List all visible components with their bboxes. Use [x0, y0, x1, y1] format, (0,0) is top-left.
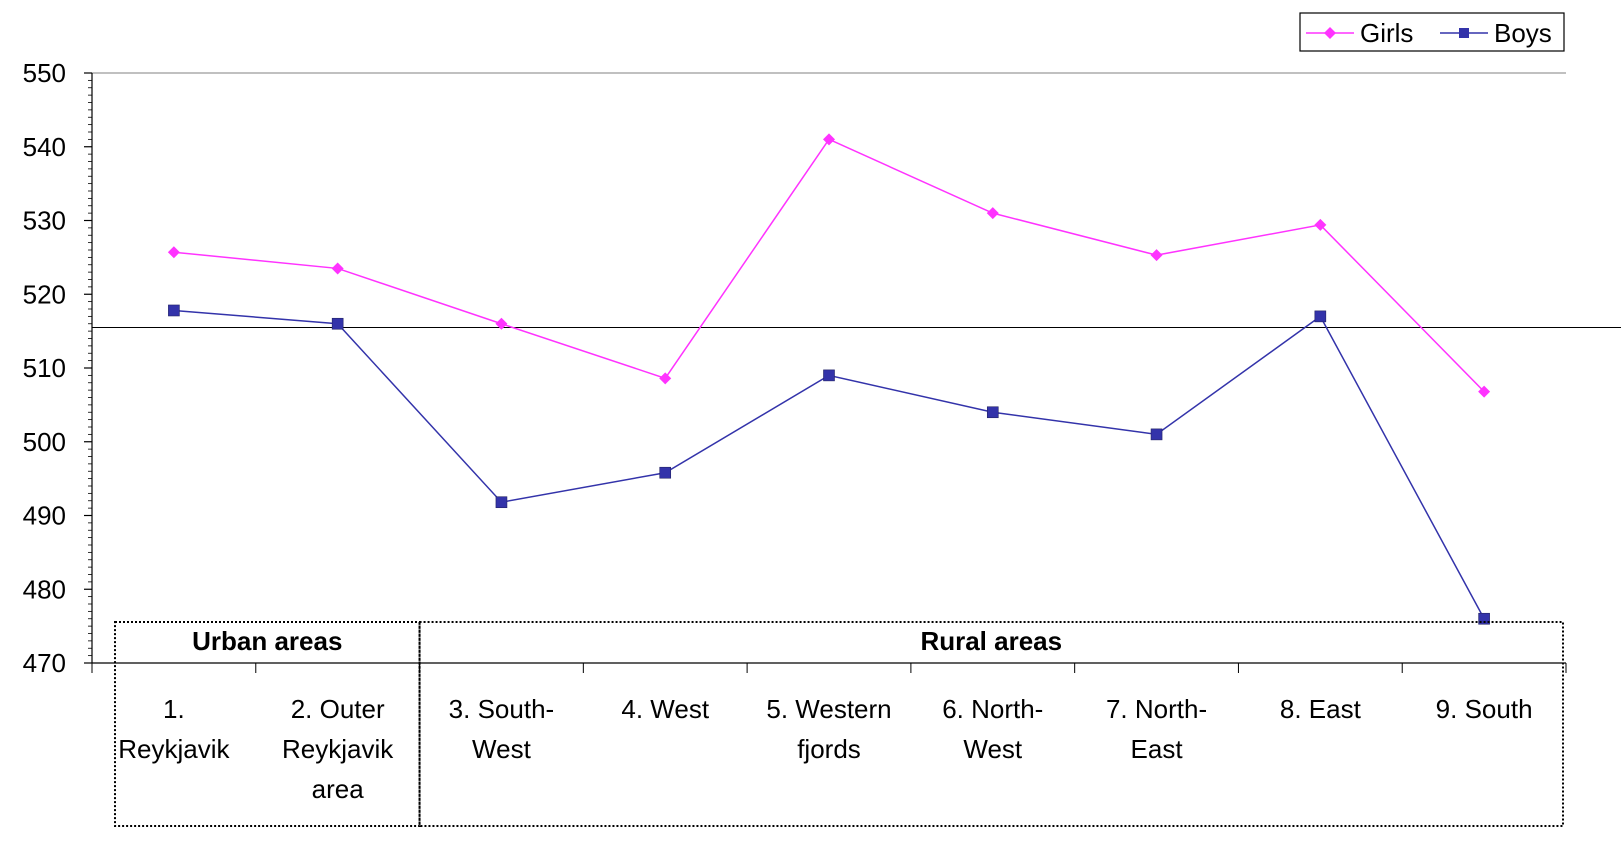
data-point-boys	[1150, 428, 1163, 441]
x-category-label: 5. Western fjords	[766, 694, 891, 764]
x-category-label: 2. Outer Reykjavik area	[282, 694, 394, 804]
data-point-boys	[1314, 310, 1327, 323]
area-group-box	[114, 621, 421, 827]
series-line-girls	[173, 138, 1485, 393]
area-group-boxes: Urban areas Rural areas	[114, 621, 1564, 827]
x-category-label: 4. West	[621, 694, 709, 724]
x-category-label: 6. North-West	[942, 694, 1043, 764]
data-point-girls	[823, 133, 835, 146]
y-tick-label: 540	[23, 132, 66, 162]
x-category-label: 7. North-East	[1106, 694, 1207, 764]
data-point-girls	[1150, 249, 1163, 262]
data-point-boys	[168, 304, 180, 317]
data-point-girls	[167, 246, 180, 259]
y-tick-label: 510	[23, 353, 66, 383]
data-point-girls	[331, 262, 344, 275]
area-group-label: Rural areas	[920, 626, 1062, 656]
y-tick-label: 490	[23, 501, 66, 531]
y-tick-label: 470	[23, 648, 66, 678]
legend-marker-girls	[1324, 27, 1336, 39]
legend: Girls Boys	[1299, 12, 1565, 52]
x-category-label: 3. South-West	[449, 694, 555, 764]
legend-box	[1299, 12, 1565, 52]
y-tick-label: 530	[23, 206, 66, 236]
area-group-label: Urban areas	[192, 626, 342, 656]
category-labels: 1. Reykjavik 2. Outer Reykjavik area 3. South…	[118, 694, 1532, 804]
data-point-girls	[986, 207, 999, 220]
y-tick-label: 500	[23, 427, 66, 457]
legend-label-girls: Girls	[1360, 18, 1413, 48]
data-point-boys	[986, 406, 999, 419]
y-tick-label: 480	[23, 574, 66, 604]
y-tick-label: 550	[23, 58, 66, 88]
legend-marker-boys	[1459, 28, 1469, 38]
series-line-boys	[173, 309, 1485, 620]
series-group	[167, 133, 1491, 625]
x-category-label: 1. Reykjavik	[118, 694, 230, 764]
data-point-girls	[659, 372, 672, 385]
data-point-girls	[1478, 385, 1491, 398]
data-point-boys	[823, 369, 835, 382]
data-point-boys	[495, 496, 508, 509]
data-point-girls	[1314, 218, 1327, 231]
x-category-label: 8. East	[1280, 694, 1362, 724]
data-point-boys	[659, 466, 672, 479]
data-point-boys	[1478, 612, 1490, 625]
area-group-box	[418, 621, 1564, 827]
x-category-label: 9. South	[1436, 694, 1533, 724]
data-point-boys	[331, 317, 344, 330]
chart-axes: 470 480 490 500 510 520 530 540 550	[23, 58, 1567, 678]
legend-label-boys: Boys	[1494, 18, 1552, 48]
data-point-girls	[495, 317, 508, 330]
y-tick-label: 520	[23, 279, 66, 309]
